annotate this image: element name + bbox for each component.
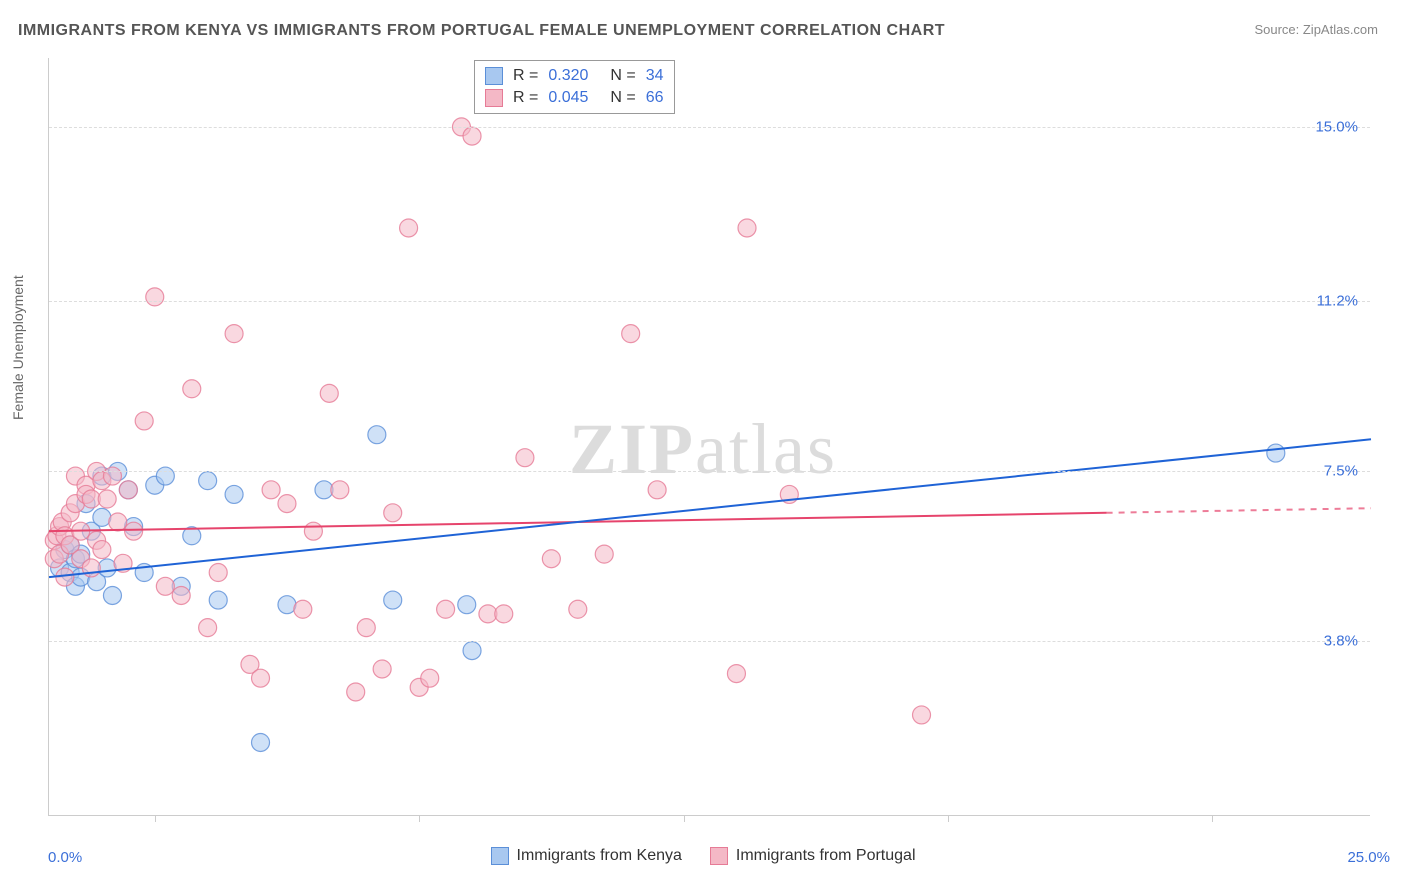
legend-label-kenya: Immigrants from Kenya	[517, 847, 682, 865]
plot-area: ZIPatlas R =0.320N =34R =0.045N =66 3.8%…	[48, 58, 1370, 816]
data-point-portugal	[373, 660, 391, 678]
data-point-portugal	[463, 127, 481, 145]
data-point-portugal	[135, 412, 153, 430]
y-tick-label: 11.2%	[1317, 293, 1358, 310]
x-tick	[1212, 815, 1213, 822]
data-point-portugal	[738, 219, 756, 237]
swatch-portugal	[485, 89, 503, 107]
data-point-portugal	[320, 384, 338, 402]
data-point-portugal	[172, 586, 190, 604]
r-label: R =	[513, 89, 538, 107]
data-point-portugal	[400, 219, 418, 237]
data-point-portugal	[495, 605, 513, 623]
data-point-portugal	[384, 504, 402, 522]
y-tick-label: 3.8%	[1324, 633, 1358, 650]
data-point-portugal	[595, 545, 613, 563]
stats-legend: R = 0.320 N = 34 R = 0.045 N = 66	[474, 60, 675, 114]
data-point-portugal	[569, 600, 587, 618]
data-point-portugal	[331, 481, 349, 499]
grid-line	[49, 127, 1370, 128]
trend-line-portugal-extrapolated	[1107, 508, 1371, 513]
x-tick	[948, 815, 949, 822]
grid-line	[49, 301, 1370, 302]
data-point-portugal	[357, 619, 375, 637]
n-label: N =	[610, 89, 635, 107]
data-point-kenya	[278, 596, 296, 614]
trend-line-kenya	[49, 439, 1371, 577]
data-point-portugal	[347, 683, 365, 701]
r-value-portugal: 0.045	[548, 89, 588, 107]
x-tick	[684, 815, 685, 822]
series-legend: Immigrants from Kenya Immigrants from Por…	[0, 847, 1406, 870]
grid-line	[49, 641, 1370, 642]
data-point-portugal	[156, 577, 174, 595]
data-point-kenya	[156, 467, 174, 485]
data-point-portugal	[294, 600, 312, 618]
data-point-portugal	[98, 490, 116, 508]
data-point-kenya	[103, 586, 121, 604]
data-point-kenya	[463, 642, 481, 660]
legend-label-portugal: Immigrants from Portugal	[736, 847, 916, 865]
legend-item-portugal: Immigrants from Portugal	[710, 847, 916, 865]
data-point-portugal	[146, 288, 164, 306]
data-point-portugal	[183, 380, 201, 398]
chart-svg	[49, 58, 1370, 815]
data-point-portugal	[648, 481, 666, 499]
x-tick	[155, 815, 156, 822]
data-point-portugal	[278, 495, 296, 513]
data-point-kenya	[458, 596, 476, 614]
data-point-portugal	[209, 564, 227, 582]
swatch-kenya	[485, 67, 503, 85]
data-point-kenya	[384, 591, 402, 609]
data-point-kenya	[1267, 444, 1285, 462]
data-point-portugal	[252, 669, 270, 687]
n-value-kenya: 34	[646, 67, 664, 85]
n-label: N =	[610, 67, 635, 85]
data-point-portugal	[109, 513, 127, 531]
data-point-portugal	[516, 449, 534, 467]
data-point-portugal	[304, 522, 322, 540]
data-point-kenya	[368, 426, 386, 444]
data-point-portugal	[93, 541, 111, 559]
data-point-kenya	[225, 485, 243, 503]
data-point-portugal	[119, 481, 137, 499]
source-name: ZipAtlas.com	[1303, 22, 1378, 37]
swatch-kenya	[491, 847, 509, 865]
data-point-kenya	[209, 591, 227, 609]
data-point-kenya	[252, 733, 270, 751]
swatch-portugal	[710, 847, 728, 865]
source-prefix: Source:	[1254, 22, 1302, 37]
data-point-kenya	[199, 472, 217, 490]
data-point-portugal	[262, 481, 280, 499]
chart-title: IMMIGRANTS FROM KENYA VS IMMIGRANTS FROM…	[18, 22, 945, 40]
data-point-portugal	[103, 467, 121, 485]
data-point-portugal	[542, 550, 560, 568]
data-point-kenya	[93, 508, 111, 526]
source-attribution: Source: ZipAtlas.com	[1254, 22, 1378, 37]
data-point-portugal	[199, 619, 217, 637]
data-point-portugal	[225, 325, 243, 343]
data-point-portugal	[125, 522, 143, 540]
data-point-portugal	[437, 600, 455, 618]
legend-item-kenya: Immigrants from Kenya	[491, 847, 682, 865]
data-point-portugal	[421, 669, 439, 687]
data-point-portugal	[622, 325, 640, 343]
y-tick-label: 7.5%	[1324, 463, 1358, 480]
y-axis-label: Female Unemployment	[10, 275, 26, 420]
n-value-portugal: 66	[646, 89, 664, 107]
data-point-portugal	[913, 706, 931, 724]
x-tick	[419, 815, 420, 822]
grid-line	[49, 471, 1370, 472]
y-tick-label: 15.0%	[1315, 118, 1358, 135]
data-point-portugal	[727, 665, 745, 683]
r-value-kenya: 0.320	[548, 67, 588, 85]
r-label: R =	[513, 67, 538, 85]
stats-row-portugal: R = 0.045 N = 66	[485, 87, 664, 109]
stats-row-kenya: R = 0.320 N = 34	[485, 65, 664, 87]
